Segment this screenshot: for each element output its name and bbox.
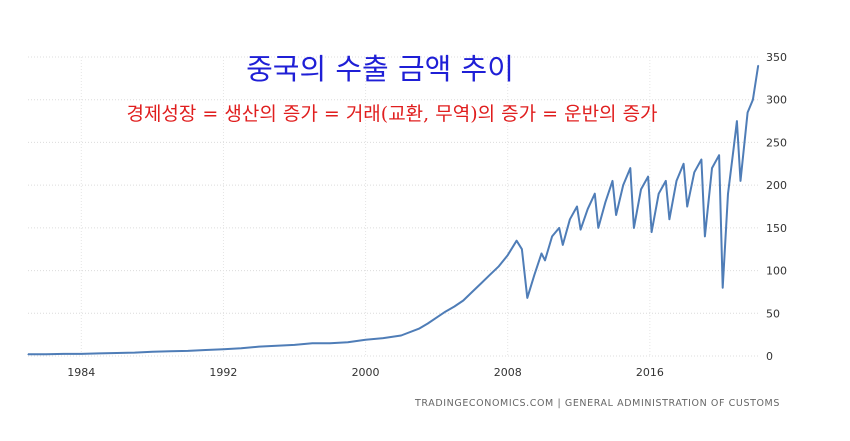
source-credit: TRADINGECONOMICS.COM | GENERAL ADMINISTR… xyxy=(415,398,780,409)
data-point xyxy=(205,349,207,351)
data-point xyxy=(668,218,671,220)
data-point xyxy=(329,342,331,344)
data-point xyxy=(444,311,447,313)
data-point xyxy=(718,154,720,156)
data-point xyxy=(739,180,742,182)
x-tick-label: 2008 xyxy=(494,366,522,379)
data-point xyxy=(382,337,384,339)
data-point xyxy=(651,231,653,233)
data-point xyxy=(293,344,296,346)
data-point xyxy=(675,180,678,182)
y-tick-label: 200 xyxy=(766,179,787,192)
data-point xyxy=(727,193,729,195)
x-tick-label: 1984 xyxy=(67,366,95,379)
y-tick-label: 300 xyxy=(766,94,787,107)
data-point xyxy=(747,111,749,114)
data-point xyxy=(722,287,724,289)
data-point xyxy=(134,352,136,354)
data-point xyxy=(693,171,695,173)
data-point xyxy=(665,180,667,182)
data-point xyxy=(604,201,607,203)
data-point xyxy=(544,259,546,261)
x-tick-label: 1992 xyxy=(209,366,237,379)
data-point xyxy=(569,218,571,220)
y-tick-label: 0 xyxy=(766,350,773,363)
data-point xyxy=(240,347,242,349)
data-point xyxy=(498,265,500,267)
data-point xyxy=(169,350,171,352)
series-line-0 xyxy=(28,65,760,356)
data-point xyxy=(700,158,703,161)
data-point xyxy=(551,235,553,237)
data-point xyxy=(533,274,536,276)
grid-layer xyxy=(28,56,760,357)
data-point xyxy=(629,167,631,169)
data-point xyxy=(622,184,624,186)
x-tick-label: 2016 xyxy=(636,366,664,379)
data-point xyxy=(752,99,754,101)
data-point xyxy=(683,163,685,165)
data-point xyxy=(647,176,649,178)
data-point xyxy=(640,188,642,190)
data-point xyxy=(471,291,473,293)
y-tick-label: 100 xyxy=(766,265,787,278)
data-point xyxy=(453,305,455,308)
chart-title: 중국의 수출 금액 추이 xyxy=(246,52,514,86)
chart-subtitle: 경제성장 = 생산의 증가 = 거래(교환, 무역)의 증가 = 운반의 증가 xyxy=(126,103,658,125)
data-point xyxy=(436,317,438,319)
data-point xyxy=(562,244,564,246)
data-point xyxy=(736,120,738,122)
data-point xyxy=(597,227,599,229)
data-point xyxy=(516,240,518,242)
x-tick-label: 2000 xyxy=(352,366,380,379)
data-point xyxy=(711,167,713,169)
data-point xyxy=(276,345,278,347)
data-point xyxy=(615,214,617,216)
data-point xyxy=(480,282,482,284)
data-point xyxy=(62,353,65,355)
data-point xyxy=(526,297,528,299)
data-point xyxy=(704,235,706,237)
data-point xyxy=(587,208,589,210)
data-point xyxy=(222,348,224,350)
data-point xyxy=(311,342,313,344)
data-point xyxy=(521,248,523,250)
data-point xyxy=(658,193,660,195)
data-point xyxy=(686,205,688,208)
data-point xyxy=(116,352,118,354)
data-point xyxy=(594,193,596,195)
data-point xyxy=(151,351,153,353)
data-point xyxy=(540,252,543,255)
data-point xyxy=(633,227,635,229)
y-tick-label: 50 xyxy=(766,307,780,320)
data-point xyxy=(98,352,100,354)
data-point xyxy=(489,274,491,276)
data-point xyxy=(558,227,560,229)
y-tick-label: 150 xyxy=(766,222,787,235)
data-point xyxy=(507,254,509,256)
data-point xyxy=(732,150,734,152)
series-layer xyxy=(27,64,760,356)
data-point xyxy=(580,229,582,231)
data-point xyxy=(611,180,614,182)
data-point xyxy=(418,328,420,330)
y-tick-label: 350 xyxy=(766,51,787,64)
data-point xyxy=(45,353,47,355)
data-point xyxy=(365,339,367,341)
data-point xyxy=(258,346,260,348)
data-point xyxy=(427,322,429,325)
data-point xyxy=(187,350,189,352)
x-axis: 1984 1992 2000 2008 2016 xyxy=(67,366,664,379)
y-tick-label: 250 xyxy=(766,136,787,149)
data-point xyxy=(462,299,464,302)
data-point xyxy=(27,353,29,355)
data-point xyxy=(576,205,578,208)
data-point xyxy=(347,341,349,343)
data-point xyxy=(757,64,759,67)
data-point xyxy=(80,353,82,355)
y-axis: 0 50 100 150 200 250 300 350 xyxy=(766,51,787,363)
data-point xyxy=(400,334,402,337)
